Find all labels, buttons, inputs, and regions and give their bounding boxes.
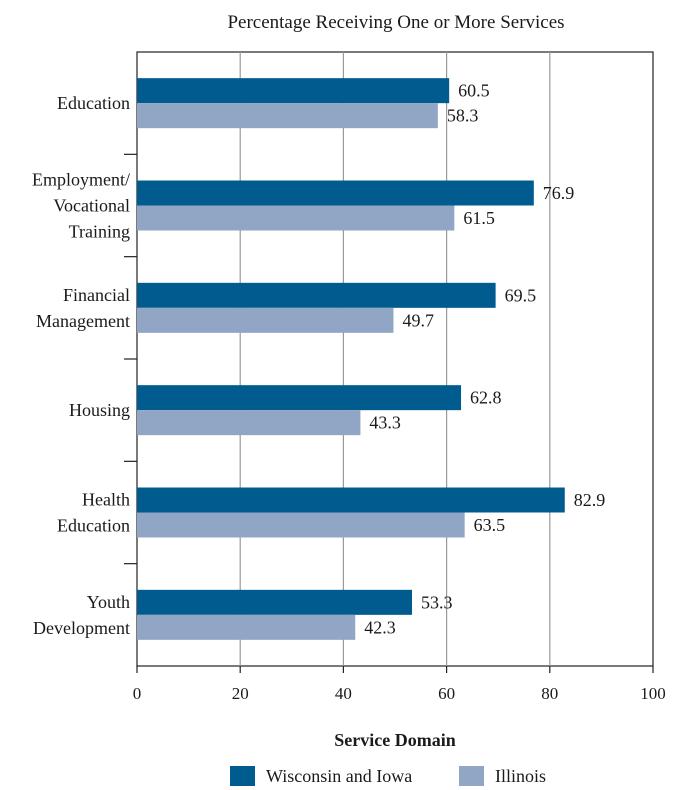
data-label: 61.5 [463, 208, 495, 228]
bar [137, 205, 455, 231]
bar [137, 385, 462, 411]
data-label: 53.3 [421, 592, 453, 612]
data-label: 63.5 [474, 515, 506, 535]
x-axis-label: Service Domain [334, 730, 455, 750]
legend-label: Wisconsin and Iowa [266, 766, 412, 786]
x-tick-label: 100 [640, 684, 666, 703]
y-category-label: Employment/ [32, 170, 130, 190]
legend: Wisconsin and Iowa Illinois [230, 766, 546, 786]
y-category-label: Health [82, 490, 130, 510]
bar [137, 410, 361, 436]
y-category-label: Education [57, 93, 130, 113]
legend-swatch [459, 766, 484, 786]
y-category-label: Financial [63, 285, 130, 305]
bar [137, 307, 394, 333]
x-tick-label: 80 [541, 684, 558, 703]
y-category-label: Housing [69, 400, 130, 420]
data-label: 82.9 [574, 490, 606, 510]
data-label: 69.5 [505, 285, 537, 305]
bar [137, 589, 413, 615]
bar [137, 512, 465, 538]
legend-label: Illinois [495, 766, 546, 786]
bar [137, 614, 356, 640]
data-label: 43.3 [369, 413, 401, 433]
plot-frame [136, 51, 654, 667]
bar [137, 78, 450, 104]
y-category-label: Vocational [53, 196, 130, 216]
bar [137, 103, 438, 129]
data-label: 60.5 [458, 81, 490, 101]
data-label: 49.7 [402, 310, 434, 330]
y-category-label: Management [36, 311, 130, 331]
data-label: 76.9 [543, 183, 575, 203]
chart-title: Percentage Receiving One or More Service… [227, 12, 564, 33]
y-category-label: Development [33, 618, 130, 638]
x-tick-label: 40 [335, 684, 352, 703]
data-label: 42.3 [364, 617, 396, 637]
x-tick-label: 60 [438, 684, 455, 703]
x-tick-label: 20 [232, 684, 249, 703]
legend-swatch [230, 766, 255, 786]
y-category-label: Youth [87, 592, 130, 612]
data-label: 58.3 [447, 106, 479, 126]
bar [137, 487, 565, 513]
bar [137, 180, 534, 206]
x-tick-label: 0 [133, 684, 142, 703]
y-category-label: Training [69, 222, 130, 242]
bar [137, 282, 496, 308]
y-category-label: Education [57, 516, 130, 536]
data-label: 62.8 [470, 388, 502, 408]
